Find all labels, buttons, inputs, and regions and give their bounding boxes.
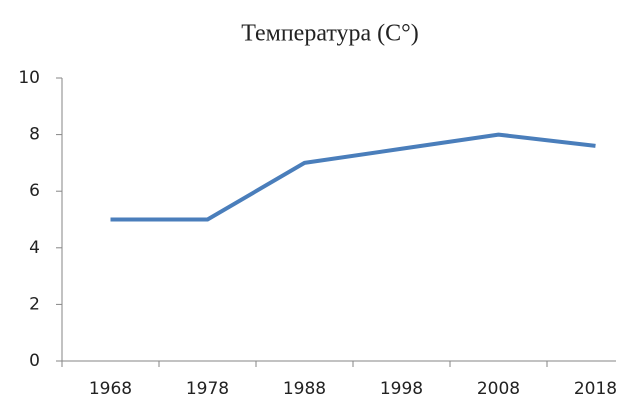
x-tick-label: 2008 xyxy=(477,379,520,399)
x-tick-label: 1968 xyxy=(89,379,132,399)
line xyxy=(110,132,596,222)
y-tick-label: 4 xyxy=(29,238,40,258)
x-tick-label: 2018 xyxy=(574,379,617,399)
x-tick-label: 1978 xyxy=(186,379,229,399)
y-tick-label: 8 xyxy=(29,125,40,145)
y-tick-label: 10 xyxy=(18,68,40,88)
x-tick-label: 1988 xyxy=(283,379,326,399)
y-tick-label: 6 xyxy=(29,181,40,201)
y-tick-label: 2 xyxy=(29,294,40,314)
x-tick-label: 1998 xyxy=(380,379,423,399)
y-tick-label: 0 xyxy=(29,351,40,371)
chart-title: Температура (С°) xyxy=(241,21,419,47)
